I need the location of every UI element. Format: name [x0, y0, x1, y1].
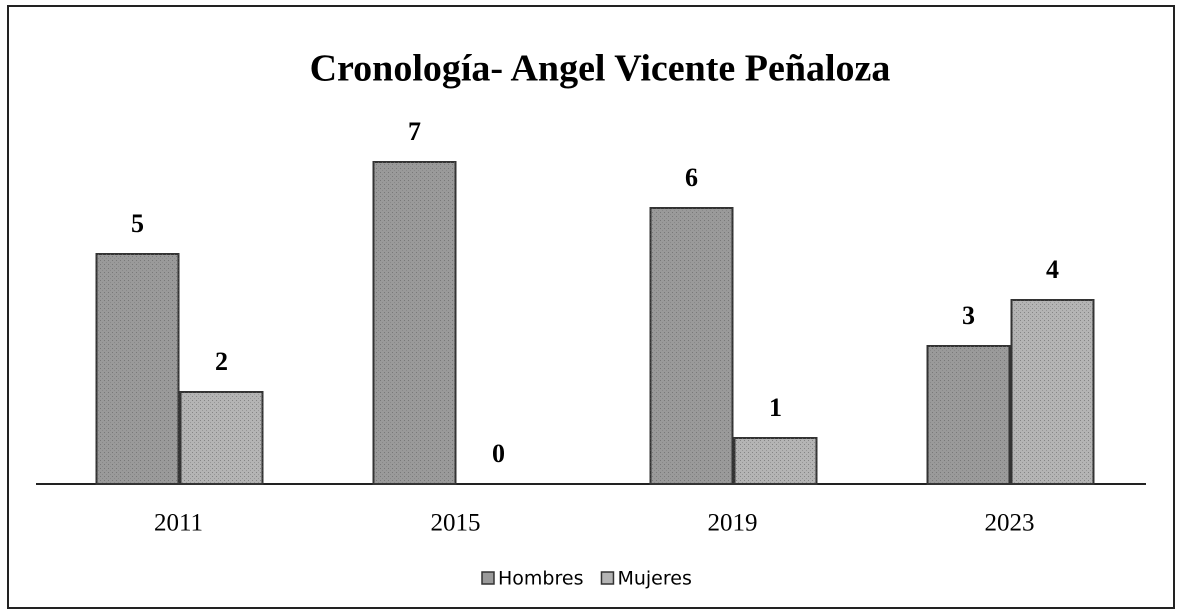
x-tick-label: 2011 [154, 510, 203, 537]
bar-texture [650, 208, 733, 484]
x-tick-label: 2019 [708, 510, 758, 537]
data-label: 3 [962, 301, 975, 330]
bar-texture [734, 438, 817, 484]
chart-title: Cronología- Angel Vicente Peñaloza [310, 48, 891, 90]
data-label: 2 [215, 347, 228, 376]
data-label: 7 [408, 117, 421, 146]
data-label: 5 [131, 209, 144, 238]
data-label: 0 [492, 439, 505, 468]
bar-texture [96, 254, 179, 484]
legend-swatch [481, 571, 495, 585]
x-tick-label: 2015 [431, 510, 481, 537]
chart-frame [7, 5, 1175, 609]
x-tick-label: 2023 [985, 510, 1035, 537]
data-label: 6 [685, 163, 698, 192]
data-label: 4 [1046, 255, 1059, 284]
bar-texture [1011, 300, 1094, 484]
data-label: 1 [769, 393, 782, 422]
legend-label: Mujeres [617, 568, 691, 590]
bar-texture [373, 162, 456, 484]
legend-swatch [600, 571, 615, 585]
legend-label: Hombres [498, 568, 583, 590]
bar-texture [927, 346, 1010, 484]
bar-texture [180, 392, 263, 484]
